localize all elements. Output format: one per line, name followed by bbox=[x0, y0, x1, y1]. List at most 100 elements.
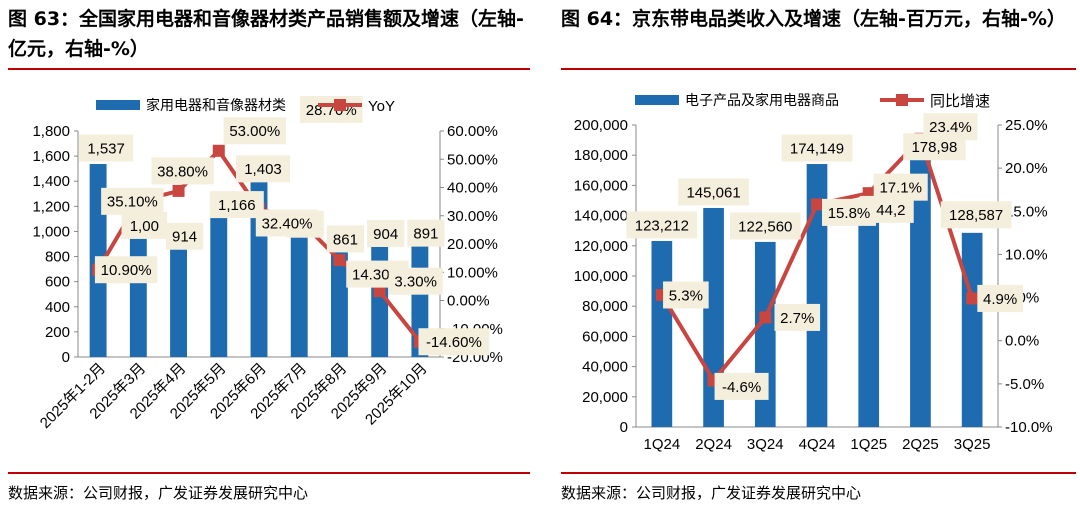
figure-63-title: 图 63：全国家用电器和音像器材类产品销售额及增速（左轴-亿元，右轴-%） bbox=[8, 8, 524, 60]
bar-data-label: 1,403 bbox=[244, 161, 282, 178]
x-tick-label: 4Q24 bbox=[799, 436, 836, 453]
y-tick-label-right: 15.0% bbox=[1005, 203, 1048, 220]
x-tick-label: 3Q24 bbox=[747, 436, 784, 453]
yoy-data-label: 15.8% bbox=[828, 205, 871, 222]
y-tick-label-right: 0.0% bbox=[1005, 333, 1039, 350]
bar-data-label: 891 bbox=[413, 226, 438, 243]
yoy-data-label: 38.80% bbox=[157, 163, 208, 180]
bar-data-label-bg bbox=[626, 211, 698, 239]
yoy-data-label: 32.40% bbox=[262, 215, 313, 232]
legend-line-label: YoY bbox=[368, 98, 395, 115]
yoy-marker bbox=[212, 144, 225, 157]
bar bbox=[651, 240, 673, 427]
y-tick-label-right: -5.0% bbox=[1005, 376, 1044, 393]
bar-data-label-bg bbox=[678, 178, 749, 206]
y-tick-label-left: 800 bbox=[45, 249, 70, 266]
bar-data-label-bg bbox=[209, 191, 264, 219]
bar-data-label-bg bbox=[79, 134, 134, 162]
bar-data-label: 178,98 bbox=[911, 139, 957, 156]
yoy-marker bbox=[759, 311, 772, 324]
yoy-data-label: 2.7% bbox=[780, 310, 814, 327]
chart-right-svg: 0 20,000 40,000 60,000 80,000 100,000 120,000 1… bbox=[574, 92, 1053, 453]
y-tick-label-left: 1,600 bbox=[32, 148, 70, 165]
yoy-data-label-bg bbox=[774, 303, 821, 331]
yoy-marker bbox=[172, 184, 185, 197]
bar-data-label-bg bbox=[326, 225, 365, 253]
legend-bar-label: 家用电器和音像器材类 bbox=[146, 97, 286, 113]
y-tick-label-left: 140,000 bbox=[574, 208, 628, 225]
footer-divider bbox=[561, 472, 1076, 474]
y-tick-label-left: 200 bbox=[45, 324, 70, 341]
chart-panel-right: 图 64：京东带电品类收入及增速（左轴-百万元，右轴-%） 数据来源：公司财报，… bbox=[553, 0, 1080, 510]
legend-bar-swatch bbox=[96, 100, 140, 110]
y-tick-label-left: 40,000 bbox=[582, 359, 628, 376]
yoy-marker bbox=[811, 198, 823, 211]
title-divider bbox=[561, 68, 1076, 70]
legend-line-marker bbox=[896, 94, 908, 106]
y-tick-label-left: 600 bbox=[45, 274, 70, 291]
y-tick-label-left: 200,000 bbox=[574, 117, 628, 134]
bar bbox=[858, 217, 880, 427]
bar bbox=[290, 234, 308, 357]
y-tick-label-left: 1,200 bbox=[32, 198, 70, 215]
yoy-data-label: 35.10% bbox=[107, 194, 158, 211]
bar-data-label-bg bbox=[729, 212, 801, 240]
chart-panel-left: 图 63：全国家用电器和音像器材类产品销售额及增速（左轴-亿元，右轴-%） 数据… bbox=[0, 0, 535, 510]
bar-data-label: 123,212 bbox=[635, 217, 689, 234]
y-tick-label-left: 1,000 bbox=[32, 223, 70, 240]
yoy-marker bbox=[966, 292, 979, 305]
y-tick-label-left: 0 bbox=[620, 419, 628, 436]
bar-data-label-bg bbox=[236, 155, 290, 183]
y-tick-label-right: 10.00% bbox=[447, 264, 498, 281]
y-tick-label-left: 20,000 bbox=[582, 389, 628, 406]
yoy-data-label-bg bbox=[418, 328, 490, 356]
yoy-data-label-bg bbox=[923, 113, 978, 141]
yoy-data-label-bg bbox=[223, 117, 286, 145]
y-tick-label-right: 60.00% bbox=[447, 123, 498, 140]
yoy-data-label: -14.60% bbox=[426, 334, 482, 351]
y-tick-label-right: 20.00% bbox=[447, 236, 498, 253]
bar-data-label-bg bbox=[781, 134, 853, 162]
bar-data-label: 904 bbox=[373, 226, 398, 243]
bar-data-label: 144,2 bbox=[868, 202, 906, 219]
x-tick-label: 2Q25 bbox=[902, 436, 939, 453]
y-tick-label-right: 20.0% bbox=[1005, 160, 1048, 177]
y-tick-label-left: 100,000 bbox=[574, 268, 628, 285]
y-tick-label-left: 400 bbox=[45, 299, 70, 316]
bar-data-label: 1,166 bbox=[218, 197, 256, 214]
bar-data-label-bg bbox=[165, 222, 204, 250]
yoy-data-label-bg bbox=[300, 95, 363, 123]
bar-data-label: 1,537 bbox=[87, 140, 125, 157]
yoy-data-label-bg bbox=[714, 372, 769, 400]
y-tick-label-left: 0 bbox=[62, 349, 70, 366]
yoy-data-label: 3.30% bbox=[394, 274, 437, 291]
bar bbox=[910, 156, 931, 427]
yoy-data-label: 5.3% bbox=[669, 287, 703, 304]
yoy-data-label: 4.9% bbox=[983, 291, 1017, 308]
yoy-data-label-bg bbox=[822, 198, 876, 226]
bar bbox=[170, 242, 188, 357]
x-tick-label: 1Q25 bbox=[850, 436, 887, 453]
y-tick-label-right: 40.00% bbox=[447, 180, 498, 197]
bar-data-label-bg bbox=[121, 211, 168, 239]
figure-64-title: 图 64：京东带电品类收入及增速（左轴-百万元，右轴-%） bbox=[561, 8, 1066, 30]
y-tick-label-right: 25.0% bbox=[1005, 117, 1048, 134]
bar bbox=[330, 248, 348, 357]
y-tick-label-right: 10.0% bbox=[1005, 246, 1048, 263]
yoy-data-label-bg bbox=[388, 267, 443, 295]
yoy-data-label-bg bbox=[663, 281, 709, 309]
legend-line-label: 同比增速 bbox=[930, 93, 990, 110]
bar-data-label-bg bbox=[940, 201, 1012, 229]
yoy-data-label-bg bbox=[977, 284, 1023, 312]
legend-bar-swatch bbox=[635, 95, 679, 105]
y-tick-label-right: 30.00% bbox=[447, 208, 498, 225]
yoy-data-label-bg bbox=[151, 157, 214, 185]
yoy-data-label-bg bbox=[255, 209, 319, 237]
yoy-data-label: 53.00% bbox=[229, 123, 280, 140]
bar-data-label: 145,061 bbox=[686, 184, 740, 201]
bar-data-label: 128,587 bbox=[949, 207, 1003, 224]
yoy-data-label: 10.90% bbox=[101, 262, 152, 279]
y-tick-label-left: 120,000 bbox=[574, 238, 628, 255]
bar-data-label-bg bbox=[367, 219, 405, 247]
bar bbox=[961, 232, 983, 427]
